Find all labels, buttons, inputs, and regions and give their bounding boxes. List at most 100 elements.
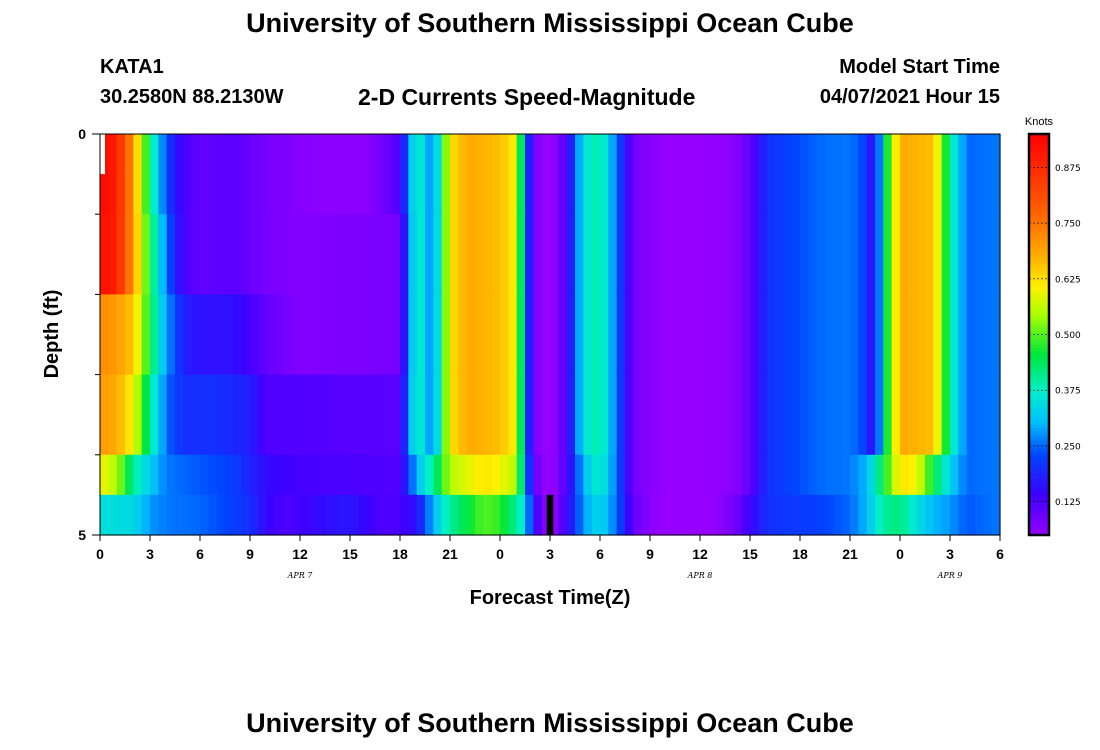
heatmap-cell [775,214,784,295]
colorbar-tick-label: 0.750 [1055,220,1081,230]
heatmap-cell [591,454,601,496]
heatmap-cell [516,374,526,456]
heatmap-cell [733,134,743,215]
heatmap-cell [591,134,601,215]
heatmap-cell [616,294,626,376]
heatmap-cell [541,214,551,295]
heatmap-cell [475,214,484,295]
colorbar-swatch [1029,160,1049,165]
heatmap-cell [400,374,409,456]
colorbar-swatch [1029,431,1049,436]
heatmap-cell [975,214,984,295]
chart-subtitle: 2-D Currents Speed-Magnitude [358,84,696,110]
date-label: APR 9 [937,571,963,580]
heatmap-cell [358,374,368,456]
colorbar-swatch [1029,284,1049,289]
heatmap-cell [741,454,751,496]
heatmap-cell [308,374,318,456]
heatmap-cell [941,134,951,215]
heatmap-cell [233,294,243,376]
colorbar-swatch [1029,524,1049,529]
heatmap-cell [933,134,943,215]
heatmap-cell [916,454,926,496]
colorbar-swatch [1029,401,1049,406]
heatmap-cell [175,454,184,496]
heatmap-cell [150,374,159,456]
heatmap-cell [450,134,459,215]
heatmap-cell [508,374,518,456]
heatmap-cell [441,454,451,496]
heatmap-cell [241,374,251,456]
heatmap-cell [566,374,576,456]
heatmap-cell [966,134,976,215]
heatmap-cell [291,134,301,215]
heatmap-cell [900,214,909,295]
heatmap-cell [108,134,118,215]
heatmap-cell [541,134,551,215]
heatmap-cell [866,294,876,376]
heatmap-cell [483,134,493,215]
heatmap-cell [150,214,159,295]
heatmap-cell [950,374,959,456]
x-tick-label: 6 [196,546,204,562]
heatmap-cell [900,134,909,215]
heatmap-cell [675,454,684,496]
heatmap-cell [391,294,401,376]
heatmap-cell [600,214,609,295]
heatmap-cell [608,214,618,295]
heatmap-cell [516,214,526,295]
heatmap-cell [183,494,193,536]
colorbar-swatch [1029,154,1049,158]
heatmap-cell [116,494,126,536]
heatmap-cell [641,214,651,295]
colorbar-swatch [1029,150,1049,155]
x-tick-label: 21 [842,546,858,562]
heatmap-cell [758,454,768,496]
colorbar-swatch [1029,511,1049,516]
heatmap-cell [816,374,826,456]
heatmap-cell [125,494,134,536]
heatmap-cell [550,134,559,215]
colorbar-swatch [1029,371,1049,376]
heatmap-cell [650,134,659,215]
heatmap-cell [375,134,384,215]
heatmap-cell [925,134,934,215]
colorbar-swatch [1029,434,1049,439]
heatmap-cell [633,294,643,376]
heatmap-cell [258,214,268,295]
heatmap-cell [600,494,609,536]
heatmap-cell [566,294,576,376]
heatmap-cell [133,294,143,376]
heatmap-cell [250,454,259,496]
heatmap-cell [733,214,743,295]
heatmap-cell [658,294,668,376]
colorbar-swatch [1029,337,1049,342]
heatmap-cell [266,454,276,496]
colorbar-swatch [1029,438,1049,443]
heatmap-cell [991,134,1001,215]
heatmap-cell [675,494,684,536]
heatmap-cell [241,454,251,496]
heatmap-cell [933,494,943,536]
heatmap-cell [208,214,218,295]
heatmap-cell [325,294,334,376]
heatmap-cell [925,494,934,536]
heatmap-cell [841,454,851,496]
colorbar-swatch [1029,498,1049,503]
heatmap-cell [891,134,901,215]
heatmap-cell [466,454,476,496]
heatmap-cell [550,454,559,496]
heatmap-cell [266,494,276,536]
heatmap-cell [691,454,701,496]
heatmap-cell [891,294,901,376]
colorbar-swatch [1029,294,1049,299]
heatmap-cell [941,374,951,456]
heatmap-cell [216,134,226,215]
heatmap-cell [833,134,843,215]
heatmap-cell [200,494,209,536]
heatmap-cell [125,214,134,295]
heatmap-cell [125,134,134,215]
x-tick-label: 0 [96,546,104,562]
heatmap-cell [600,294,609,376]
heatmap-cell [266,294,276,376]
